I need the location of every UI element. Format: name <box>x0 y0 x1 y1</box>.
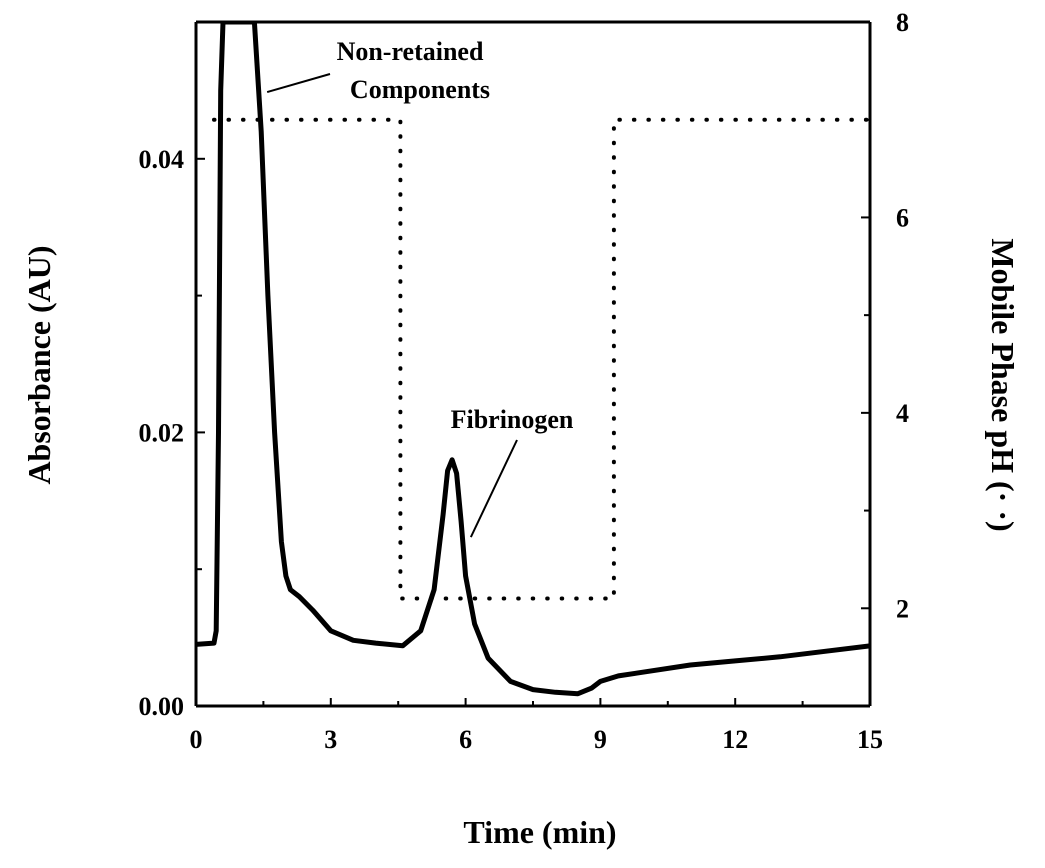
y-tick-label: 0.04 <box>139 145 185 174</box>
ph-dotted-line <box>212 117 872 601</box>
absorbance-trace <box>196 22 870 697</box>
x-tick-label: 12 <box>722 725 748 754</box>
y-axis-title: Absorbance (AU) <box>21 245 57 484</box>
x-axis-title: Time (min) <box>463 814 616 850</box>
y2-tick-label: 6 <box>896 203 909 232</box>
y2-tick-label: 2 <box>896 594 909 623</box>
y-tick-label: 0.00 <box>139 692 185 721</box>
annotation-layer: Non-retained Components Fibrinogen <box>266 37 574 538</box>
x-tick-label: 15 <box>857 725 883 754</box>
ticks-layer: 0 3 6 9 12 15 0.00 0.02 0.04 2 4 6 8 <box>139 8 910 754</box>
x-tick-label: 3 <box>324 725 337 754</box>
leader-line-fibrinogen <box>469 439 518 538</box>
y2-tick-label: 8 <box>896 8 909 37</box>
y2-axis-title: Mobile Phase pH (· ·) <box>985 238 1021 531</box>
y-tick-label: 0.02 <box>139 418 185 447</box>
annotation-non-retained: Non-retained <box>337 37 484 66</box>
annotation-components: Components <box>350 75 490 104</box>
x-tick-label: 9 <box>594 725 607 754</box>
plot-frame <box>194 20 872 708</box>
annotation-fibrinogen: Fibrinogen <box>451 405 574 434</box>
x-tick-label: 6 <box>459 725 472 754</box>
x-tick-label: 0 <box>190 725 203 754</box>
y2-tick-label: 4 <box>896 399 909 428</box>
leader-line-non-retained <box>266 73 331 94</box>
series-layer <box>196 22 872 697</box>
